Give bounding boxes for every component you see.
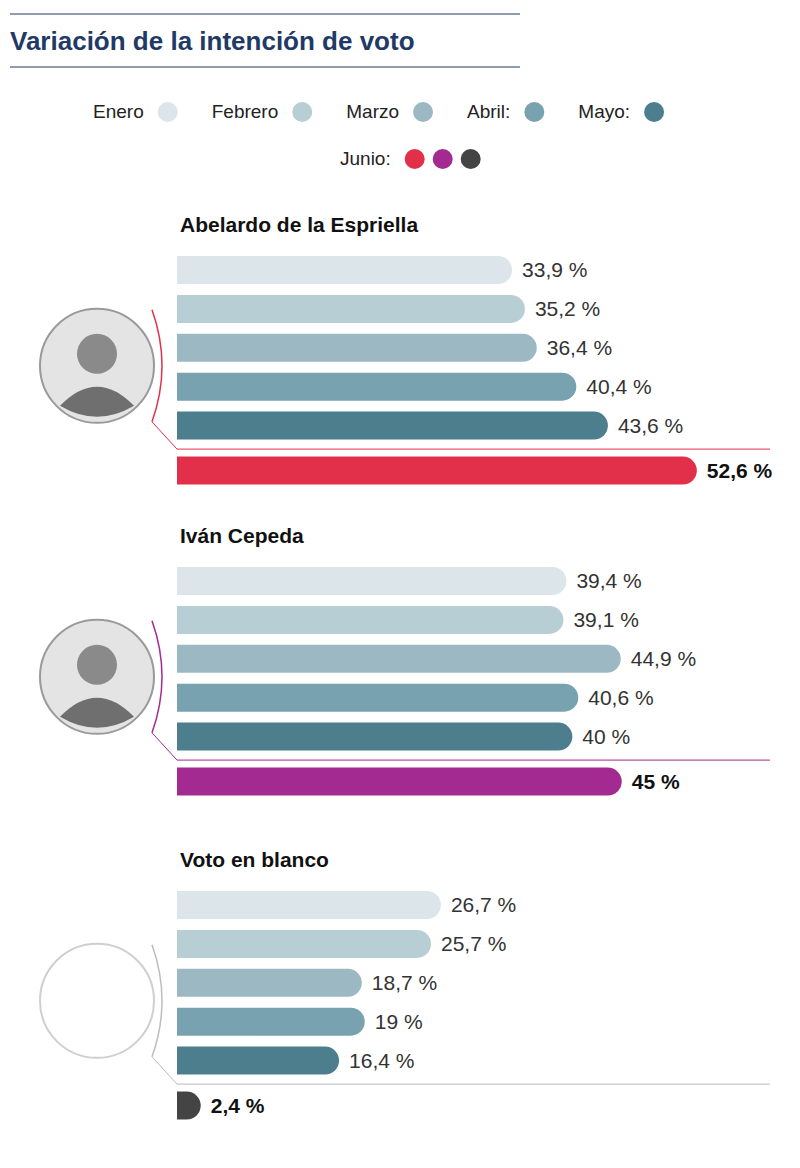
value-label: 18,7 % [372,971,437,994]
bar [177,334,537,362]
value-label: 45 % [632,770,680,793]
bracket [152,945,162,1057]
bar [177,1092,201,1120]
labels: 33,9 % 35,2 % 36,4 % 40,4 % 43,6 % 52,6 % 39,4… [211,258,773,1117]
bar [177,606,563,634]
bar [177,891,441,919]
chart-title: Variación de la intención de voto [10,26,415,56]
legend-swatch [158,102,178,122]
bar [177,1047,339,1075]
value-label: 52,6 % [707,459,773,482]
bar [177,412,608,440]
value-label: 39,4 % [576,569,641,592]
value-label: 44,9 % [631,647,696,670]
category-label: Abelardo de la Espriella [180,213,418,236]
axis-line [152,733,770,760]
avatar [40,309,154,423]
category-label: Voto en blanco [180,848,329,871]
bar [177,645,621,673]
bar [177,684,578,712]
legend-swatch [413,102,433,122]
legend-swatch [644,102,664,122]
value-label: 40 % [582,725,630,748]
legend-swatch [292,102,312,122]
legend-swatch [433,149,453,169]
legend-label: Marzo [346,101,399,122]
bar [177,567,566,595]
avatar [40,944,154,1058]
bar [177,930,431,958]
legend-swatch [405,149,425,169]
bar [177,295,525,323]
axis-line [152,1057,770,1084]
bar [177,373,576,401]
bar [177,457,697,485]
value-label: 33,9 % [522,258,587,281]
bar [177,1008,365,1036]
bar [177,256,512,284]
value-label: 40,4 % [586,375,651,398]
title-rule [10,67,520,68]
legend-swatch [461,149,481,169]
legend-label: Abril: [467,101,510,122]
value-label: 36,4 % [547,336,612,359]
title-rule [10,14,520,15]
legend-swatch [524,102,544,122]
legend-label: Junio: [340,148,391,169]
bar [177,768,622,796]
axis-line [152,422,770,449]
avatar [40,620,154,734]
value-label: 2,4 % [211,1094,265,1117]
legend-label: Mayo: [578,101,630,122]
bracket [152,621,162,733]
bar [177,723,572,751]
value-label: 39,1 % [573,608,638,631]
legend-label: Febrero [212,101,279,122]
category-label: Iván Cepeda [180,524,304,547]
bar [177,969,362,997]
value-label: 16,4 % [349,1049,414,1072]
legend-label: Enero [93,101,144,122]
value-label: 19 % [375,1010,423,1033]
value-label: 25,7 % [441,932,506,955]
value-label: 40,6 % [588,686,653,709]
value-label: 35,2 % [535,297,600,320]
value-label: 26,7 % [451,893,516,916]
bracket [152,310,162,422]
value-label: 43,6 % [618,414,683,437]
bars [177,256,697,1120]
